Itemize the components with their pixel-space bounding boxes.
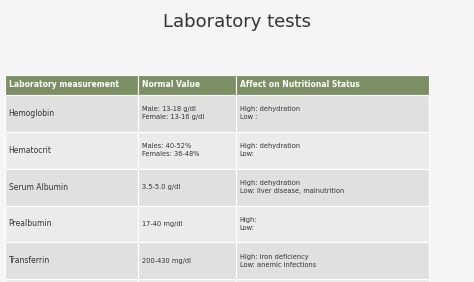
Text: Serum Albumin: Serum Albumin: [9, 183, 67, 192]
Text: Transferrin: Transferrin: [9, 256, 50, 265]
Bar: [5, 169, 138, 206]
Text: 17-40 mg/dl: 17-40 mg/dl: [142, 221, 182, 227]
Text: Prealbumin: Prealbumin: [9, 219, 52, 228]
Bar: [5, 243, 138, 279]
Bar: [138, 279, 236, 282]
Bar: [236, 243, 429, 279]
Bar: [138, 75, 236, 95]
Bar: [236, 206, 429, 243]
Bar: [5, 95, 138, 132]
Text: Hematocrit: Hematocrit: [9, 146, 52, 155]
Bar: [236, 169, 429, 206]
Text: High: dehydration
Low :: High: dehydration Low :: [240, 106, 300, 120]
Bar: [5, 206, 138, 243]
Text: 200-430 mg/dl: 200-430 mg/dl: [142, 258, 191, 264]
Bar: [5, 279, 138, 282]
Bar: [138, 169, 236, 206]
Bar: [5, 75, 138, 95]
Text: Affect on Nutritional Status: Affect on Nutritional Status: [240, 80, 359, 89]
Bar: [236, 279, 429, 282]
Text: 3.5-5.0 g/dl: 3.5-5.0 g/dl: [142, 184, 181, 190]
Text: High: dehydration
Low:: High: dehydration Low:: [240, 143, 300, 157]
Bar: [138, 95, 236, 132]
Text: Laboratory tests: Laboratory tests: [163, 13, 311, 31]
Text: High: dehydration
Low: liver disease, malnutrition: High: dehydration Low: liver disease, ma…: [240, 180, 344, 194]
Bar: [138, 132, 236, 169]
Bar: [236, 75, 429, 95]
Text: Males: 40-52%
Females: 36-48%: Males: 40-52% Females: 36-48%: [142, 143, 200, 157]
Text: High:
Low:: High: Low:: [240, 217, 257, 231]
Bar: [5, 132, 138, 169]
Bar: [236, 95, 429, 132]
Text: Laboratory measurement: Laboratory measurement: [9, 80, 118, 89]
Text: High: iron deficiency
Low: anemic infections: High: iron deficiency Low: anemic infect…: [240, 254, 316, 268]
Text: Male: 13-18 g/dl
Female: 13-16 g/dl: Male: 13-18 g/dl Female: 13-16 g/dl: [142, 106, 204, 120]
Text: Normal Value: Normal Value: [142, 80, 201, 89]
Bar: [236, 132, 429, 169]
Bar: [138, 243, 236, 279]
Text: Hemoglobin: Hemoglobin: [9, 109, 55, 118]
Bar: [138, 206, 236, 243]
